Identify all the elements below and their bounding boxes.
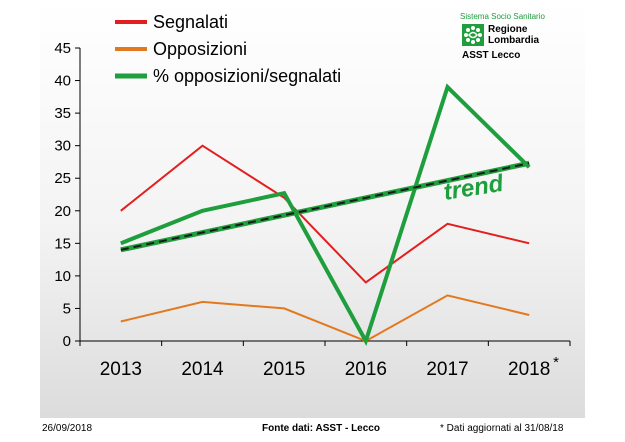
x-tick-label: 2016: [345, 359, 387, 380]
legend-label: % opposizioni/segnalati: [153, 66, 341, 86]
y-tick-label: 40: [54, 73, 71, 90]
series-line-percentuale: [120, 83, 531, 347]
footer-note: * Dati aggiornati al 31/08/18: [440, 423, 564, 434]
x-tick-note: *: [553, 354, 559, 371]
trend-line-dashes: [120, 162, 530, 251]
regione-lombardia-logo: Sistema Socio Sanitario Regione Lombardi…: [460, 12, 570, 62]
trend-layer: trend: [120, 160, 530, 253]
y-tick-label: 20: [54, 203, 71, 220]
trend-label: trend: [442, 170, 507, 206]
series-line-opposizioni: [120, 294, 530, 343]
y-tick-label: 30: [54, 138, 71, 155]
logo-line2: Lombardia: [488, 35, 540, 46]
logo-top-text: Sistema Socio Sanitario: [460, 12, 545, 21]
y-axis: 0 5 10 15 20 25 30 35 40 45: [54, 40, 81, 350]
logo-line1: Regione: [488, 24, 528, 35]
y-tick-label: 35: [54, 105, 71, 122]
x-tick-label: 2017: [426, 359, 468, 380]
x-axis: 2013 2014 2015 2016 2017 2018 *: [79, 340, 571, 380]
footer-source: Fonte dati: ASST - Lecco: [262, 423, 380, 434]
x-tick-label: 2014: [181, 359, 224, 380]
rosa-camuna-icon: [462, 24, 484, 46]
legend-label: Opposizioni: [153, 39, 247, 59]
footer-date: 26/09/2018: [42, 423, 93, 434]
y-tick-label: 25: [54, 170, 71, 187]
y-tick-label: 0: [63, 333, 71, 350]
legend: Segnalati Opposizioni % opposizioni/segnal…: [115, 12, 341, 86]
x-tick-label: 2015: [263, 359, 305, 380]
y-tick-label: 10: [54, 268, 71, 285]
series-line-segnalati: [120, 144, 530, 284]
logo-subtitle: ASST Lecco: [462, 50, 521, 61]
y-tick-label: 45: [54, 40, 71, 57]
x-tick-label: 2018: [508, 359, 550, 380]
x-tick-label: 2013: [100, 359, 142, 380]
chart-slide: 0 5 10 15 20 25 30 35 40 45 2013 2014 2015 2016 2017 2…: [40, 0, 585, 418]
legend-label: Segnalati: [153, 12, 228, 32]
y-tick-label: 15: [54, 235, 71, 252]
y-tick-label: 5: [63, 300, 71, 317]
series-layer: [120, 83, 531, 347]
